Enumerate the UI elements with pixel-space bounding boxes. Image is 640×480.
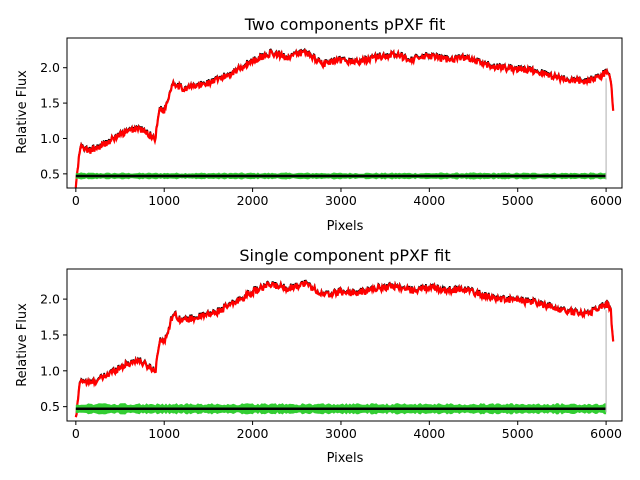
top-chart-marks: [74, 47, 615, 188]
bottom-chart-xtick-label-6: 6000: [590, 426, 622, 441]
top-chart-xtick-label-5: 5000: [502, 193, 534, 208]
bottom-chart-xtick-label-1: 1000: [148, 426, 180, 441]
bottom-chart-ticks: 0 1000 2000 3000 4000 5000 6000 0.5 1.0 1.5 2.0: [40, 292, 622, 441]
top-chart-frame: [66, 37, 623, 189]
top-chart-ticks: 0 1000 2000 3000 4000 5000 6000 0.5 1.0 1.5 2.0: [40, 60, 622, 208]
top-chart-ytick-label-3: 2.0: [40, 60, 60, 75]
top-chart-ytick-label-0: 0.5: [40, 166, 60, 181]
bottom-chart-ylabel: Relative Flux: [15, 303, 30, 387]
top-chart-ylabel: Relative Flux: [15, 70, 30, 154]
bottom-chart-xtick-label-3: 3000: [325, 426, 357, 441]
top-chart-xtick-label-3: 3000: [325, 193, 357, 208]
bottom-chart-marks: [74, 279, 615, 418]
bottom-chart-ytick-label-3: 2.0: [40, 292, 60, 307]
top-chart-ytick-label-1: 1.0: [40, 131, 60, 146]
top-chart-panel: Two components pPXF fit Pixels Relative …: [15, 15, 623, 234]
bottom-chart-xtick-label-0: 0: [72, 426, 80, 441]
bottom-chart-frame: [66, 268, 623, 422]
top-chart-xtick-label-4: 4000: [413, 193, 445, 208]
top-chart-series-best-fit: [74, 48, 615, 188]
bottom-chart-ytick-label-1: 1.0: [40, 363, 60, 378]
bottom-chart-xtick-label-5: 5000: [502, 426, 534, 441]
bottom-chart-ytick-label-0: 0.5: [40, 399, 60, 414]
bottom-chart-ytick-label-2: 1.5: [40, 327, 60, 342]
top-chart-ytick-label-2: 1.5: [40, 96, 60, 111]
top-chart-xtick-label-2: 2000: [237, 193, 269, 208]
bottom-chart-panel: Single component pPXF fit Pixels Relativ…: [15, 246, 623, 466]
top-chart-xtick-label-1: 1000: [148, 193, 180, 208]
bottom-chart-xtick-label-4: 4000: [413, 426, 445, 441]
top-chart-xlabel: Pixels: [327, 219, 364, 234]
bottom-chart-xtick-label-2: 2000: [237, 426, 269, 441]
top-chart-xtick-label-0: 0: [72, 193, 80, 208]
bottom-chart-xlabel: Pixels: [327, 451, 364, 466]
bottom-chart-series-best-fit: [74, 279, 615, 418]
top-chart-title: Two components pPXF fit: [244, 15, 445, 34]
bottom-chart-title: Single component pPXF fit: [239, 246, 450, 265]
top-chart-xtick-label-6: 6000: [590, 193, 622, 208]
